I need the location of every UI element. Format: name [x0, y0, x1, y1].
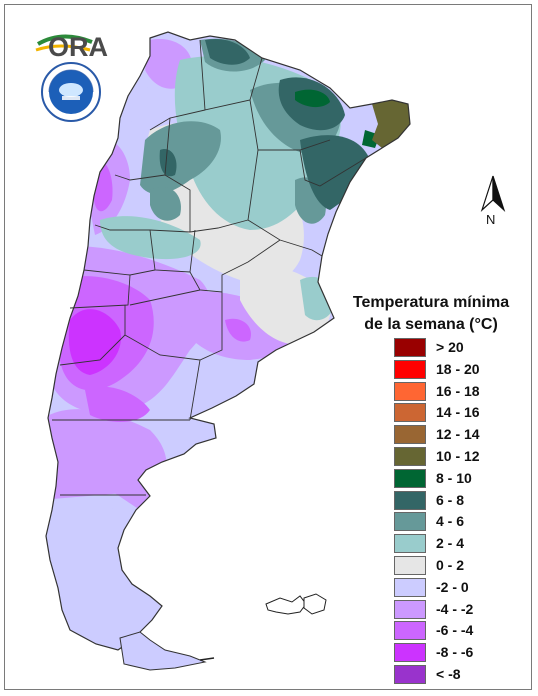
legend-swatch [394, 468, 426, 488]
ora-logo: ORA [35, 32, 108, 62]
legend-swatch [394, 425, 426, 445]
legend-swatch [394, 621, 426, 641]
legend-swatch [394, 599, 426, 619]
legend-swatch [394, 577, 426, 597]
legend-swatch [394, 664, 426, 684]
province-borders [45, 31, 411, 651]
legend-label: 2 - 4 [436, 535, 465, 552]
legend-label: -8 - -6 [436, 644, 474, 661]
legend-label: 16 - 18 [436, 382, 480, 399]
legend-swatch [394, 534, 426, 554]
legend-swatch [394, 446, 426, 466]
legend-label: 10 - 12 [436, 447, 480, 464]
tierra-del-fuego [119, 631, 207, 671]
legend-swatch [394, 403, 426, 423]
legend-swatch [394, 643, 426, 663]
legend-swatch [394, 555, 426, 575]
isla-de-los-estados [199, 657, 215, 661]
legend-label: -4 - -2 [436, 600, 474, 617]
legend-title-line2: de la semana (°C) [364, 316, 498, 333]
legend-label: > 20 [436, 339, 464, 355]
legend-swatch [394, 490, 426, 510]
legend-title: Temperatura mínima de la semana (°C) [336, 292, 526, 336]
smn-seal-icon [41, 62, 101, 122]
legend-swatch [394, 338, 426, 357]
legend-label: < -8 [436, 665, 461, 682]
legend-label: 4 - 6 [436, 513, 465, 530]
malvinas-islands [265, 593, 327, 615]
legend-label: 8 - 10 [436, 469, 472, 486]
svg-text:ORA: ORA [48, 32, 108, 62]
north-arrow-icon [480, 175, 506, 212]
legend-swatch [394, 512, 426, 532]
legend-label: 12 - 14 [436, 426, 480, 443]
legend-label: 6 - 8 [436, 491, 465, 508]
legend-swatch [394, 381, 426, 401]
north-arrow-label: N [486, 212, 496, 227]
legend-label: 18 - 20 [436, 360, 480, 377]
legend-title-line1: Temperatura mínima [352, 294, 510, 311]
legend-label: 14 - 16 [436, 404, 480, 421]
legend-label: -2 - 0 [436, 578, 469, 595]
legend-swatch [394, 359, 426, 379]
legend-label: -6 - -4 [436, 622, 474, 639]
legend-label: 0 - 2 [436, 556, 465, 573]
